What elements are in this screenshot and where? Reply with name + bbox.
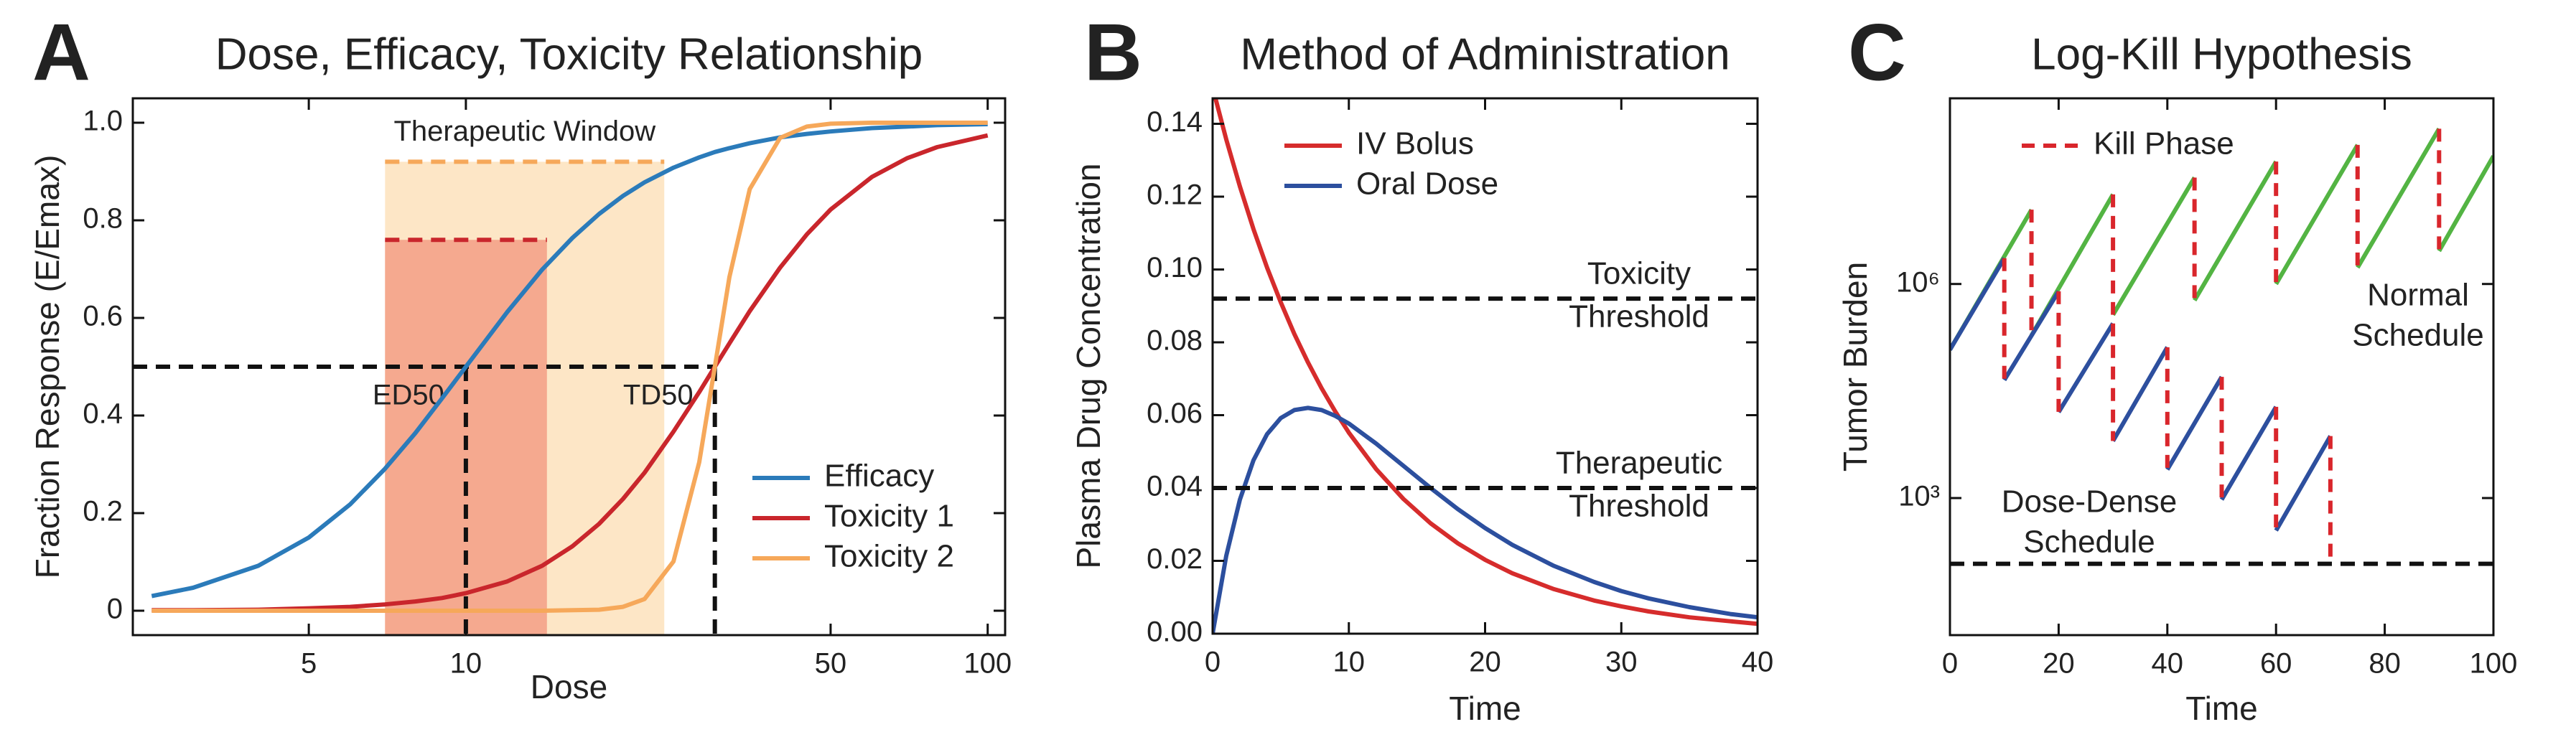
threshold-label: Toxicity (1587, 256, 1691, 291)
series-line (1213, 405, 1758, 634)
y-axis-label: Plasma Drug Concentration (1070, 163, 1107, 568)
reference-label: ED50 (373, 380, 444, 411)
series-label: Dose-Dense (2002, 484, 2178, 520)
x-tick-label: 40 (1742, 647, 1774, 678)
region-label: Therapeutic Window (393, 116, 655, 147)
threshold-label: Therapeutic (1556, 446, 1722, 481)
y-tick-label: 0.10 (1147, 252, 1203, 283)
y-tick-label: 1.0 (83, 105, 123, 137)
x-tick-label: 100 (2470, 648, 2518, 680)
panel-label: B (1084, 8, 1142, 98)
chart-title: Log-Kill Hypothesis (2031, 29, 2412, 79)
threshold-label: Threshold (1569, 299, 1709, 334)
x-tick-label: 80 (2369, 648, 2401, 680)
x-tick-label: 20 (1469, 647, 1501, 678)
legend-label: Kill Phase (2094, 126, 2234, 161)
x-tick-label: 100 (963, 648, 1012, 680)
y-tick-label: 0 (107, 593, 123, 625)
legend-label: Toxicity 1 (824, 499, 954, 534)
series-line (151, 121, 988, 613)
x-tick-label: 10 (1333, 647, 1366, 678)
panel-label: C (1848, 8, 1906, 98)
y-tick-label: 10⁶ (1896, 266, 1940, 298)
y-tick-label: 0.2 (83, 496, 123, 527)
x-tick-label: 0 (1205, 647, 1221, 678)
y-tick-label: 0.14 (1147, 106, 1203, 138)
y-tick-label: 0.08 (1147, 325, 1203, 357)
y-tick-label: 0.12 (1147, 179, 1203, 211)
legend-label: IV Bolus (1356, 126, 1474, 161)
series-line (1950, 127, 2493, 351)
chart-title: Method of Administration (1240, 29, 1730, 79)
y-tick-label: 0.00 (1147, 616, 1203, 648)
reference-label: TD50 (623, 380, 694, 411)
series-line (151, 133, 989, 613)
x-axis-label: Time (1449, 690, 1521, 727)
y-tick-label: 0.8 (83, 203, 123, 235)
y-axis-label: Tumor Burden (1837, 262, 1874, 471)
x-tick-label: 60 (2260, 648, 2292, 680)
x-axis-label: Time (2185, 690, 2258, 727)
x-tick-label: 30 (1605, 647, 1638, 678)
x-tick-label: 40 (2152, 648, 2184, 680)
x-tick-label: 0 (1942, 648, 1958, 680)
series-label: Schedule (2352, 318, 2483, 353)
y-tick-label: 0.06 (1147, 398, 1203, 429)
series-label: Normal (2367, 278, 2469, 313)
series-line (1213, 98, 1758, 627)
plot-frame (1949, 97, 2495, 637)
y-tick-label: 0.6 (83, 301, 123, 332)
x-axis-label: Dose (531, 668, 607, 705)
y-tick-label: 10³ (1898, 481, 1940, 512)
y-tick-label: 0.02 (1147, 543, 1203, 575)
x-tick-label: 5 (301, 648, 317, 680)
y-tick-label: 0.4 (83, 398, 123, 430)
chart-title: Dose, Efficacy, Toxicity Relationship (215, 29, 923, 79)
x-tick-label: 20 (2043, 648, 2075, 680)
legend-label: Oral Dose (1356, 166, 1498, 202)
threshold-label: Threshold (1569, 489, 1709, 524)
legend-label: Toxicity 2 (824, 539, 954, 574)
x-tick-label: 50 (815, 648, 847, 680)
legend-label: Efficacy (824, 459, 934, 494)
panel-label: A (32, 8, 90, 98)
y-axis-label: Fraction Response (E/Emax) (29, 155, 66, 579)
series-label: Schedule (2023, 525, 2155, 560)
x-tick-label: 10 (450, 648, 482, 680)
y-tick-label: 0.04 (1147, 471, 1203, 502)
series-line (151, 122, 988, 599)
plot-frame (131, 97, 1007, 637)
